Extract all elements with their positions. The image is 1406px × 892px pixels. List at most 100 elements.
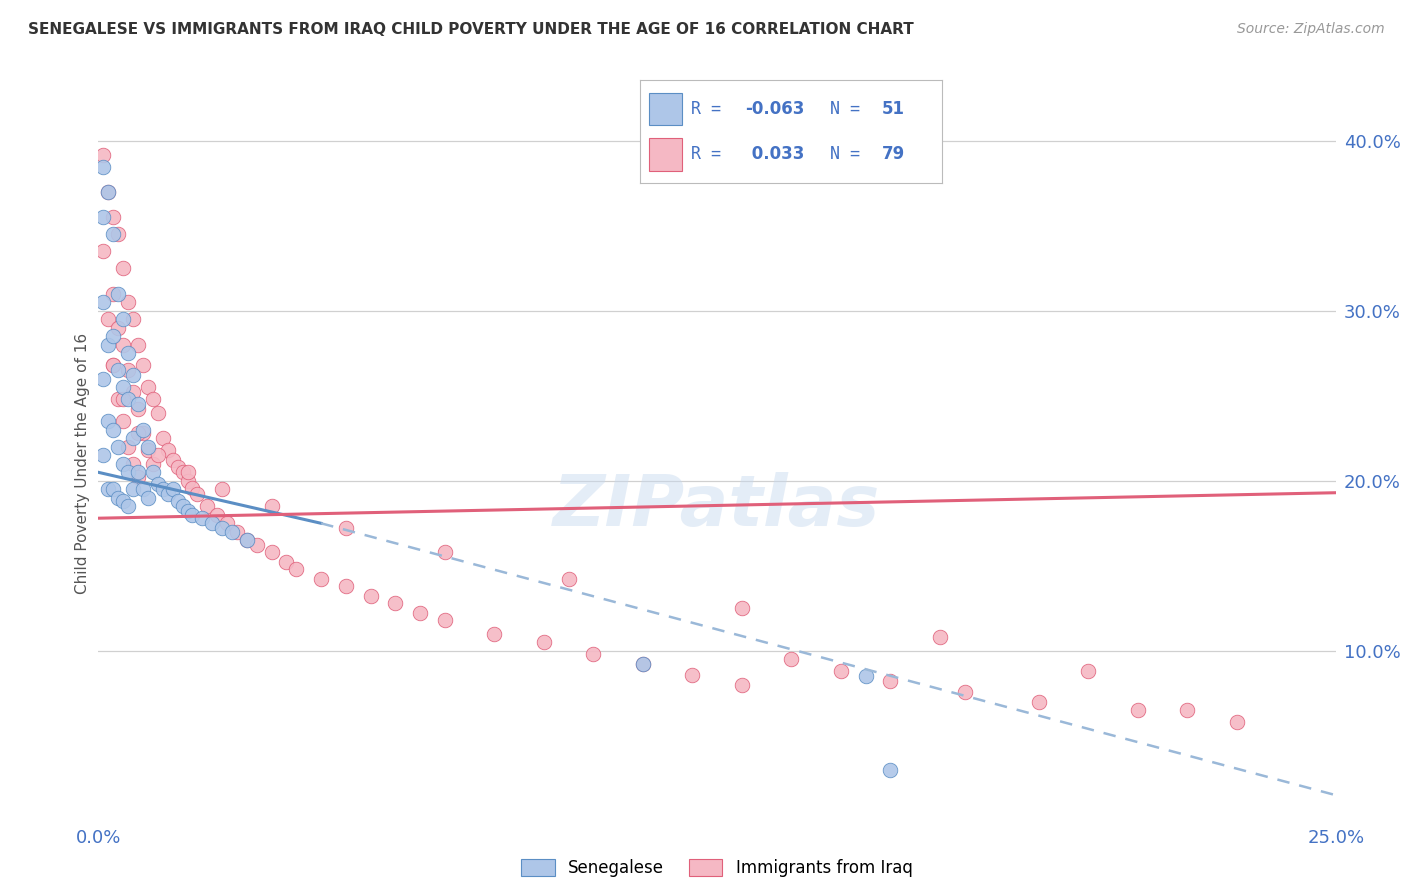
Text: SENEGALESE VS IMMIGRANTS FROM IRAQ CHILD POVERTY UNDER THE AGE OF 16 CORRELATION: SENEGALESE VS IMMIGRANTS FROM IRAQ CHILD… [28,22,914,37]
Y-axis label: Child Poverty Under the Age of 16: Child Poverty Under the Age of 16 [75,334,90,594]
Point [631,657,654,672]
Point [879,763,901,777]
Point [557,573,579,587]
Point [830,664,852,678]
Point [631,657,654,672]
Point [780,652,803,666]
Point [112,380,135,394]
Point [127,397,149,411]
Point [112,494,135,508]
Point [855,669,877,683]
Point [176,474,198,488]
Point [103,211,125,225]
Point [112,338,135,352]
Point [93,372,115,386]
Point [156,487,179,501]
Point [186,487,208,501]
Point [127,402,149,417]
Point [127,470,149,484]
Point [201,516,224,531]
Legend: Senegalese, Immigrants from Iraq: Senegalese, Immigrants from Iraq [515,852,920,884]
Point [731,601,754,615]
Point [162,483,184,497]
Point [156,443,179,458]
Point [117,346,139,360]
Text: R =: R = [692,145,731,163]
Point [132,426,155,441]
Point [191,511,214,525]
Point [112,414,135,428]
Point [142,392,165,407]
Point [117,363,139,377]
Point [335,521,357,535]
Point [112,457,135,471]
Point [103,483,125,497]
Point [146,406,169,420]
Point [533,635,555,649]
Text: -0.063: -0.063 [745,100,804,118]
Point [117,392,139,407]
Point [127,466,149,480]
Point [260,500,283,514]
Point [93,211,115,225]
Point [181,481,204,495]
Point [122,431,145,445]
Point [107,440,129,454]
Point [433,613,456,627]
Text: R =: R = [692,100,731,118]
Point [879,674,901,689]
Point [221,524,243,539]
Point [582,647,605,661]
Point [97,483,120,497]
Point [236,533,259,548]
Point [103,359,125,373]
Point [117,466,139,480]
Point [103,329,125,343]
Point [146,448,169,462]
Point [205,508,228,522]
Point [103,287,125,301]
Point [484,626,506,640]
Point [103,227,125,242]
Point [409,607,432,621]
Text: 51: 51 [882,100,904,118]
Point [127,338,149,352]
Point [1126,703,1149,717]
Point [136,443,159,458]
Point [112,392,135,407]
Point [166,494,188,508]
Point [146,477,169,491]
Point [132,423,155,437]
Point [136,440,159,454]
Point [103,359,125,373]
Point [122,483,145,497]
Point [107,227,129,242]
Point [433,545,456,559]
Point [195,500,218,514]
Point [122,312,145,326]
Text: 0.033: 0.033 [745,145,804,163]
Point [172,500,194,514]
Point [93,147,115,161]
Point [132,359,155,373]
Point [107,392,129,407]
Point [309,573,332,587]
Point [97,338,120,352]
Point [246,538,269,552]
Point [226,524,249,539]
Point [112,261,135,276]
Point [97,312,120,326]
Point [176,466,198,480]
Point [117,500,139,514]
Point [260,545,283,559]
Point [172,466,194,480]
Point [335,579,357,593]
Point [97,185,120,199]
Point [112,312,135,326]
FancyBboxPatch shape [648,137,682,170]
Point [93,295,115,310]
Point [117,295,139,310]
Point [127,426,149,441]
Point [136,491,159,505]
Point [731,678,754,692]
